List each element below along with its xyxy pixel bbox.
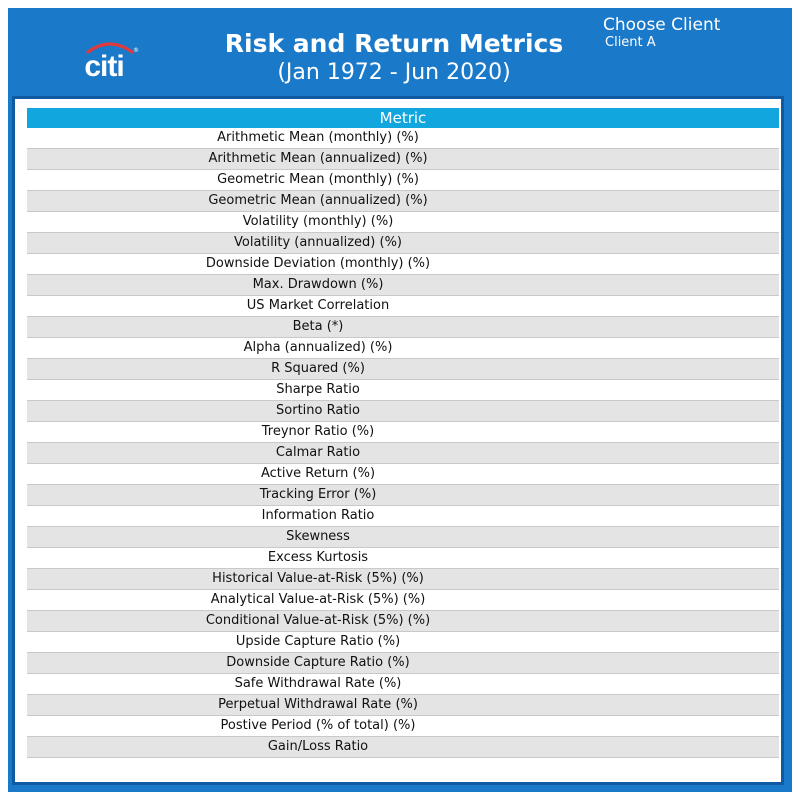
metrics-table-container: Metric Arithmetic Mean (monthly) (%) Arit…: [27, 108, 779, 758]
metric-name-cell: Treynor Ratio (%): [27, 421, 779, 443]
metric-name-cell: R Squared (%): [27, 358, 779, 380]
table-row: Downside Deviation (monthly) (%): [27, 253, 779, 275]
table-header-row: Metric: [27, 108, 779, 128]
table-row: Geometric Mean (monthly) (%): [27, 169, 779, 191]
table-row: Skewness: [27, 526, 779, 548]
metric-name-cell: Max. Drawdown (%): [27, 274, 779, 296]
table-row: Geometric Mean (annualized) (%): [27, 190, 779, 212]
table-row: Information Ratio: [27, 505, 779, 527]
metrics-table-body: Arithmetic Mean (monthly) (%) Arithmetic …: [27, 128, 779, 758]
metric-name-cell: Skewness: [27, 526, 779, 548]
metric-name-cell: Calmar Ratio: [27, 442, 779, 464]
table-row: Analytical Value-at-Risk (5%) (%): [27, 589, 779, 611]
citi-logo: citi ®: [84, 42, 139, 82]
table-row: Historical Value-at-Risk (5%) (%): [27, 568, 779, 590]
metrics-panel: Metric Arithmetic Mean (monthly) (%) Arit…: [12, 96, 784, 785]
table-row: Active Return (%): [27, 463, 779, 485]
metric-name-cell: Analytical Value-at-Risk (5%) (%): [27, 589, 779, 611]
metric-name-cell: Active Return (%): [27, 463, 779, 485]
metric-name-cell: Alpha (annualized) (%): [27, 337, 779, 359]
metric-name-cell: Perpetual Withdrawal Rate (%): [27, 694, 779, 716]
metric-name-cell: Tracking Error (%): [27, 484, 779, 506]
table-row: Calmar Ratio: [27, 442, 779, 464]
table-row: Arithmetic Mean (monthly) (%): [27, 128, 779, 149]
metric-name-cell: Arithmetic Mean (annualized) (%): [27, 148, 779, 170]
metric-name-cell: Volatility (annualized) (%): [27, 232, 779, 254]
table-row: Arithmetic Mean (annualized) (%): [27, 148, 779, 170]
table-row: Alpha (annualized) (%): [27, 337, 779, 359]
table-row: Treynor Ratio (%): [27, 421, 779, 443]
metric-name-cell: Geometric Mean (annualized) (%): [27, 190, 779, 212]
table-row: Volatility (annualized) (%): [27, 232, 779, 254]
metric-name-cell: Volatility (monthly) (%): [27, 211, 779, 233]
metric-name-cell: US Market Correlation: [27, 295, 779, 317]
table-row: Safe Withdrawal Rate (%): [27, 673, 779, 695]
metric-name-cell: Conditional Value-at-Risk (5%) (%): [27, 610, 779, 632]
metric-name-cell: Arithmetic Mean (monthly) (%): [27, 128, 779, 149]
metric-name-cell: Geometric Mean (monthly) (%): [27, 169, 779, 191]
metric-name-cell: Upside Capture Ratio (%): [27, 631, 779, 653]
column-header-metric: Metric: [27, 108, 779, 128]
metric-name-cell: Beta (*): [27, 316, 779, 338]
table-row: US Market Correlation: [27, 295, 779, 317]
metric-name-cell: Historical Value-at-Risk (5%) (%): [27, 568, 779, 590]
table-row: Postive Period (% of total) (%): [27, 715, 779, 737]
table-row: Tracking Error (%): [27, 484, 779, 506]
metric-name-cell: Postive Period (% of total) (%): [27, 715, 779, 737]
metric-name-cell: Safe Withdrawal Rate (%): [27, 673, 779, 695]
metric-name-cell: Downside Deviation (monthly) (%): [27, 253, 779, 275]
table-row: Sortino Ratio: [27, 400, 779, 422]
table-row: Upside Capture Ratio (%): [27, 631, 779, 653]
table-row: Conditional Value-at-Risk (5%) (%): [27, 610, 779, 632]
date-range-subtitle: (Jan 1972 - Jun 2020): [277, 60, 511, 85]
table-row: Max. Drawdown (%): [27, 274, 779, 296]
table-row: Excess Kurtosis: [27, 547, 779, 569]
metric-name-cell: Downside Capture Ratio (%): [27, 652, 779, 674]
metric-name-cell: Excess Kurtosis: [27, 547, 779, 569]
table-row: Sharpe Ratio: [27, 379, 779, 401]
table-row: Downside Capture Ratio (%): [27, 652, 779, 674]
client-selector-value[interactable]: Client A: [605, 35, 656, 50]
table-row: Perpetual Withdrawal Rate (%): [27, 694, 779, 716]
metric-name-cell: Information Ratio: [27, 505, 779, 527]
citi-logo-text: citi: [84, 50, 123, 82]
page-title: Risk and Return Metrics: [224, 29, 564, 58]
report-header: citi ® Risk and Return Metrics (Jan 1972…: [8, 8, 792, 792]
table-row: R Squared (%): [27, 358, 779, 380]
metrics-table: Metric Arithmetic Mean (monthly) (%) Arit…: [27, 108, 779, 758]
metric-name-cell: Sortino Ratio: [27, 400, 779, 422]
metric-name-cell: Gain/Loss Ratio: [27, 736, 779, 758]
choose-client-label[interactable]: Choose Client: [603, 15, 721, 35]
metric-name-cell: Sharpe Ratio: [27, 379, 779, 401]
registered-mark: ®: [133, 47, 139, 54]
table-row: Volatility (monthly) (%): [27, 211, 779, 233]
table-row: Gain/Loss Ratio: [27, 736, 779, 758]
citi-logo-arc: [86, 42, 134, 54]
table-row: Beta (*): [27, 316, 779, 338]
